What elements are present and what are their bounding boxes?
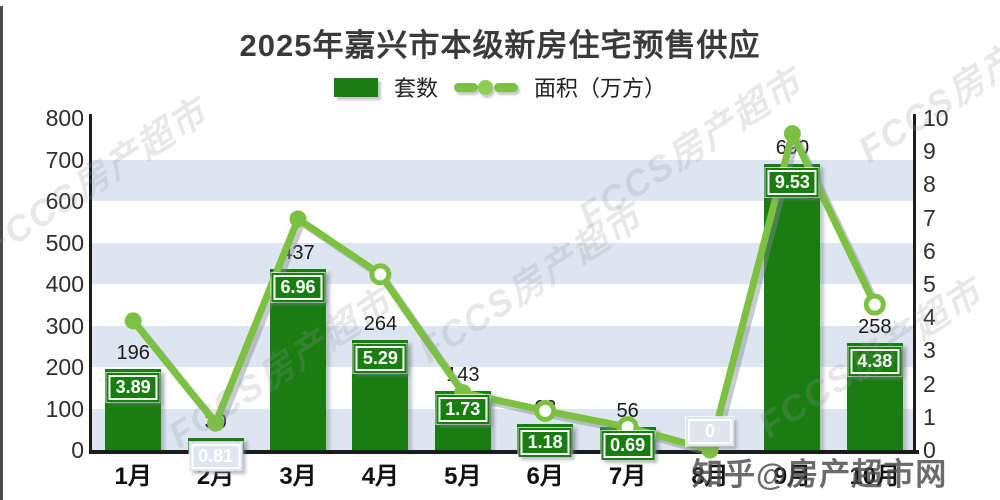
line-value-label: 5.29 — [353, 344, 407, 374]
y-tick-label-right: 8 — [923, 171, 936, 198]
y-tick-label-left: 400 — [45, 271, 84, 297]
x-tick-label: 5月 — [444, 463, 482, 490]
bar-value-label: 30 — [204, 410, 227, 433]
line-point-marker — [289, 210, 307, 228]
y-tick-label-right: 2 — [923, 370, 936, 397]
bar-value-label: 56 — [616, 399, 639, 422]
legend-line-swatch-icon — [454, 77, 518, 97]
line-value-label: 3.89 — [106, 372, 160, 402]
x-tick-label: 4月 — [361, 463, 400, 490]
y-tick-label-left: 300 — [45, 312, 84, 339]
bar-value-label: 196 — [116, 341, 150, 364]
watermark-bottom-right: 知乎@房产超市网 — [692, 457, 948, 492]
line-point-marker — [863, 293, 886, 316]
legend: 套数 面积（万方） — [0, 72, 1000, 102]
bar-value-label: 258 — [858, 315, 892, 338]
legend-bar-label: 套数 — [393, 76, 438, 101]
y-tick-label-left: 600 — [45, 188, 84, 214]
y-axis-left — [89, 114, 92, 454]
y-tick-label-left: 500 — [45, 229, 84, 256]
x-tick-label: 10月 — [849, 463, 901, 490]
x-tick-label: 3月 — [279, 463, 317, 490]
legend-bar-swatch-icon — [333, 77, 378, 97]
x-tick-label: 6月 — [526, 463, 564, 490]
bar-value-label: 437 — [281, 241, 315, 264]
chart-title: 2025年嘉兴市本级新房住宅预售供应 — [239, 28, 761, 63]
y-tick-label-right: 0 — [923, 437, 936, 463]
x-tick-label: 8月 — [691, 463, 729, 490]
y-tick-label-left: 100 — [45, 395, 84, 422]
x-tick-label: 9月 — [773, 463, 812, 490]
y-tick-label-right: 7 — [923, 204, 936, 231]
x-tick-label: 1月 — [114, 463, 152, 490]
bar-value-label: 264 — [363, 313, 398, 336]
y-axis-right — [913, 114, 916, 454]
bar-value-label: 62 — [534, 397, 557, 420]
y-tick-label-right: 3 — [923, 337, 936, 364]
y-tick-label-right: 5 — [923, 271, 936, 297]
y-tick-label-right: 4 — [923, 304, 936, 331]
y-tick-label-right: 6 — [923, 237, 936, 264]
bar — [764, 163, 821, 450]
y-tick-label-left: 800 — [45, 105, 84, 131]
line-value-label: 0.81 — [189, 441, 243, 471]
y-tick-label-left: 700 — [45, 146, 84, 173]
x-tick-label: 7月 — [608, 463, 647, 490]
y-tick-label-right: 1 — [923, 403, 936, 430]
bar-value-label: 690 — [775, 136, 810, 159]
line-value-label: 1.18 — [518, 428, 572, 458]
y-tick-label-left: 200 — [45, 354, 84, 380]
bar-value-label: 143 — [446, 363, 480, 386]
line-value-label: 0.69 — [601, 430, 655, 460]
legend-line-label: 面积（万方） — [534, 76, 667, 101]
line-value-label: 1.73 — [436, 394, 490, 424]
line-value-label: 9.53 — [765, 167, 819, 197]
line-value-label: 4.38 — [848, 346, 902, 376]
y-tick-label-left: 0 — [71, 437, 84, 463]
line-value-label: 6.96 — [271, 272, 325, 302]
y-tick-label-right: 9 — [923, 138, 936, 165]
y-tick-label-right: 10 — [923, 105, 949, 131]
left-edge-border — [0, 6, 3, 500]
line-value-label: 0 — [686, 417, 734, 446]
